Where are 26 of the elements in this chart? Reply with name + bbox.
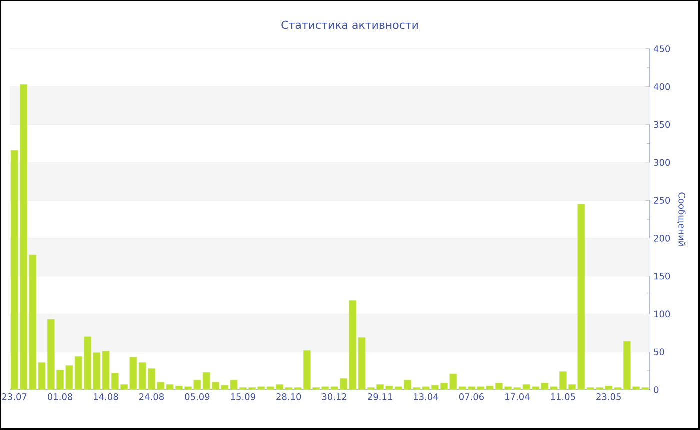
- x-tick-label: 30.12: [322, 394, 347, 400]
- x-tick-label: 11.05: [551, 394, 576, 400]
- y-tick-label: 150: [654, 272, 670, 280]
- y-tick-label: 450: [654, 46, 670, 52]
- x-tick-label: 23.07: [2, 394, 27, 400]
- y-tick-label: 0: [654, 386, 659, 394]
- chart-title: Статистика активности: [282, 20, 418, 30]
- y-tick-label: 300: [654, 159, 670, 166]
- x-tick-label: 13.04: [414, 394, 438, 400]
- x-tick-label: 17.04: [506, 394, 530, 400]
- x-tick-label: 01.08: [48, 394, 73, 400]
- x-tick-label: 05.09: [185, 394, 210, 400]
- x-tick-label: 24.08: [140, 394, 164, 400]
- x-tick-label: 14.08: [94, 394, 118, 400]
- y-tick-label: 100: [654, 310, 670, 318]
- x-tick-label: 29.11: [368, 394, 392, 400]
- y-tick-label: 50: [654, 348, 664, 356]
- x-tick-label: 15.09: [231, 394, 256, 400]
- y-tick-label: 250: [654, 197, 670, 204]
- y-tick-label: 400: [654, 83, 670, 90]
- y-tick-label: 200: [654, 235, 670, 242]
- x-tick-label: 28.10: [276, 394, 302, 400]
- x-tick-label: 23.05: [596, 394, 621, 400]
- y-axis-title: Сообщений: [678, 192, 686, 246]
- x-tick-label: 07.06: [459, 394, 484, 400]
- y-tick-label: 350: [654, 121, 670, 128]
